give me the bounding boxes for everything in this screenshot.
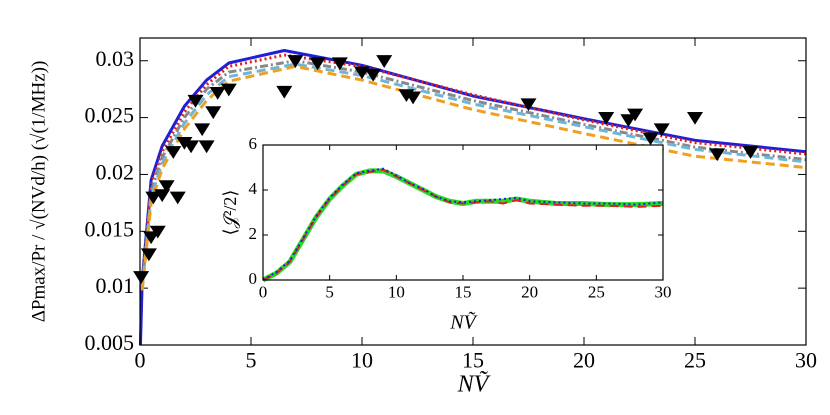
data-marker (376, 55, 393, 68)
x-tick-label: 0 (259, 283, 268, 302)
x-axis-label: NṼ (449, 310, 478, 334)
y-tick-label: 0 (249, 269, 258, 288)
x-tick-label: 20 (521, 283, 538, 302)
data-marker (642, 132, 659, 146)
x-tick-label: 30 (655, 283, 672, 302)
data-marker (209, 86, 226, 100)
data-marker (158, 180, 175, 194)
data-marker (165, 146, 182, 159)
data-marker (620, 114, 637, 128)
x-axis-label: NṼ (457, 371, 491, 398)
data-marker (309, 57, 326, 71)
data-marker (653, 123, 670, 137)
data-marker (405, 91, 422, 105)
data-marker (183, 140, 200, 154)
data-line (140, 53, 807, 284)
data-line (140, 59, 807, 287)
data-line (140, 62, 807, 289)
y-tick-label: 0.025 (85, 103, 135, 128)
data-marker (194, 123, 211, 137)
data-marker (140, 248, 157, 262)
data-marker (742, 146, 759, 159)
y-tick-label: 6 (249, 134, 258, 153)
data-marker (709, 148, 726, 162)
data-marker (598, 111, 615, 125)
x-tick-label: 15 (462, 348, 484, 373)
data-marker (220, 83, 237, 97)
data-marker (149, 225, 166, 239)
data-marker (198, 140, 215, 154)
y-axis-label: ⟨𝒥²/2⟩ (220, 190, 240, 236)
y-tick-label: 0.02 (96, 159, 135, 184)
data-marker (276, 85, 293, 99)
plot-area (263, 145, 663, 280)
y-tick-label: 0.005 (85, 330, 135, 355)
data-marker (331, 57, 348, 71)
data-marker (145, 191, 162, 205)
x-tick-label: 15 (455, 283, 472, 302)
x-tick-label: 20 (573, 348, 595, 373)
data-marker (133, 271, 150, 284)
x-tick-label: 0 (135, 348, 146, 373)
x-tick-label: 25 (588, 283, 605, 302)
data-marker (187, 94, 204, 108)
y-tick-label: 2 (249, 224, 258, 243)
axes-frame (262, 144, 664, 281)
x-tick-label: 30 (795, 348, 817, 373)
data-marker (520, 98, 537, 112)
data-marker (154, 189, 171, 203)
data-marker (287, 55, 304, 68)
x-tick-label: 5 (246, 348, 257, 373)
axes-frame (139, 37, 807, 346)
data-marker (627, 108, 644, 122)
data-marker (143, 231, 160, 245)
data-line (262, 168, 664, 281)
data-marker (176, 137, 193, 150)
x-tick-label: 25 (684, 348, 706, 373)
x-tick-label: 5 (325, 283, 334, 302)
data-marker (687, 111, 703, 125)
y-axis-label: ΔPmax/Pr / √(NVd/h) (√(1/MHz)) (28, 61, 49, 323)
x-tick-label: 10 (351, 348, 373, 373)
y-tick-label: 0.015 (85, 216, 135, 241)
y-tick-label: 0.03 (96, 46, 135, 71)
y-tick-label: 0.01 (96, 273, 135, 298)
data-marker (365, 68, 382, 82)
y-tick-label: 4 (249, 179, 258, 198)
data-line (140, 64, 807, 291)
data-marker (205, 106, 222, 120)
x-tick-label: 10 (388, 283, 405, 302)
data-marker (169, 191, 186, 205)
